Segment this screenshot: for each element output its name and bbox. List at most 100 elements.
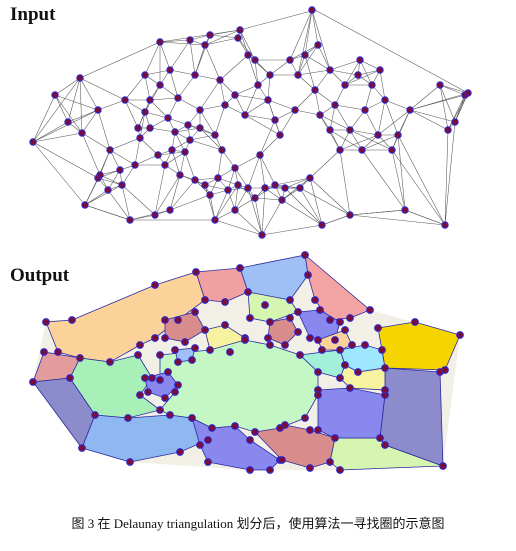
triangulation-edge bbox=[247, 187, 263, 236]
triangulation-edge bbox=[349, 129, 393, 151]
output-point bbox=[174, 358, 182, 366]
input-point bbox=[94, 106, 102, 114]
triangulation-edge bbox=[171, 149, 181, 176]
triangulation-edge bbox=[134, 154, 159, 166]
output-point bbox=[381, 441, 389, 449]
triangulation-edge bbox=[109, 137, 141, 151]
input-point bbox=[166, 66, 174, 74]
triangulation-edge bbox=[261, 187, 266, 236]
triangulation-edge bbox=[314, 89, 336, 106]
triangulation-edge bbox=[109, 149, 136, 166]
input-point bbox=[171, 128, 179, 136]
input-point bbox=[164, 114, 172, 122]
triangulation-edge bbox=[177, 74, 196, 99]
hull-edge bbox=[314, 9, 469, 94]
output-point bbox=[166, 411, 174, 419]
triangulation-edge bbox=[259, 119, 276, 156]
triangulation-edge bbox=[177, 97, 201, 111]
input-point bbox=[151, 211, 159, 219]
input-point bbox=[104, 186, 112, 194]
input-point bbox=[296, 184, 304, 192]
output-point bbox=[174, 381, 182, 389]
triangulation-edge bbox=[194, 34, 211, 76]
output-point bbox=[354, 368, 362, 376]
hull-edge bbox=[404, 209, 446, 226]
triangulation-edge bbox=[97, 177, 123, 186]
triangulation-edge bbox=[334, 84, 346, 106]
input-point bbox=[441, 221, 449, 229]
input-point bbox=[116, 166, 124, 174]
input-point bbox=[346, 126, 354, 134]
input-point bbox=[29, 138, 37, 146]
hull-edge bbox=[32, 77, 81, 143]
triangulation-edge bbox=[54, 77, 81, 96]
triangulation-edge bbox=[281, 199, 323, 226]
triangulation-edge bbox=[32, 121, 69, 143]
triangulation-edge bbox=[32, 94, 56, 143]
triangulation-edge bbox=[349, 214, 446, 226]
input-point bbox=[451, 118, 459, 126]
triangulation-edge bbox=[159, 84, 179, 99]
triangulation-edge bbox=[154, 174, 181, 216]
output-point bbox=[266, 341, 274, 349]
input-point-set bbox=[29, 6, 472, 239]
input-point bbox=[374, 131, 382, 139]
triangulation-edge bbox=[289, 9, 313, 61]
triangulation-edge bbox=[244, 99, 269, 116]
output-point bbox=[336, 318, 344, 326]
input-point bbox=[318, 221, 326, 229]
hull-edge bbox=[321, 214, 351, 226]
input-point bbox=[146, 96, 154, 104]
output-point bbox=[156, 376, 164, 384]
triangulation-edge bbox=[397, 134, 446, 226]
triangulation-edge bbox=[194, 74, 221, 81]
triangulation-edge bbox=[221, 149, 236, 169]
output-point bbox=[306, 334, 314, 342]
triangulation-edge bbox=[149, 127, 176, 133]
triangulation-edge bbox=[79, 77, 126, 101]
triangulation-edge bbox=[81, 132, 101, 176]
triangulation-edge bbox=[304, 9, 313, 56]
triangulation-edge bbox=[169, 39, 191, 71]
output-point bbox=[314, 368, 322, 376]
input-point bbox=[206, 191, 214, 199]
output-point bbox=[246, 314, 254, 322]
triangulation-edge bbox=[239, 29, 249, 56]
input-point bbox=[156, 38, 164, 46]
output-point bbox=[316, 306, 324, 314]
triangulation-edge bbox=[297, 9, 313, 76]
triangulation-edge bbox=[397, 134, 406, 211]
input-point bbox=[308, 6, 316, 14]
triangulation-edge bbox=[261, 199, 283, 236]
input-point bbox=[231, 206, 239, 214]
input-point bbox=[121, 96, 129, 104]
output-point bbox=[241, 336, 249, 344]
triangulation-edge bbox=[454, 94, 466, 123]
region-yellow-right bbox=[377, 321, 461, 371]
triangulation-edge bbox=[121, 184, 131, 221]
triangulation-edge bbox=[199, 79, 221, 111]
input-point bbox=[231, 164, 239, 172]
triangulation-edge bbox=[299, 187, 351, 216]
triangulation-edge bbox=[97, 99, 126, 111]
triangulation-edge bbox=[204, 44, 221, 81]
triangulation-edge bbox=[239, 29, 256, 61]
triangulation-edge bbox=[329, 129, 363, 151]
triangulation-edge bbox=[149, 97, 179, 101]
triangulation-edge bbox=[409, 84, 441, 111]
triangulation-edge bbox=[444, 129, 449, 226]
triangulation-edge bbox=[209, 34, 239, 39]
output-point bbox=[336, 466, 344, 474]
input-point bbox=[436, 81, 444, 89]
output-point bbox=[188, 414, 196, 422]
triangulation-edge bbox=[189, 134, 216, 141]
output-point bbox=[201, 296, 209, 304]
triangulation-edge bbox=[361, 149, 406, 211]
triangulation-edge bbox=[254, 59, 259, 86]
input-point bbox=[361, 106, 369, 114]
input-point bbox=[168, 146, 176, 154]
output-point bbox=[281, 341, 289, 349]
input-point bbox=[234, 34, 242, 42]
triangulation-edge bbox=[309, 177, 351, 216]
output-point bbox=[221, 321, 229, 329]
